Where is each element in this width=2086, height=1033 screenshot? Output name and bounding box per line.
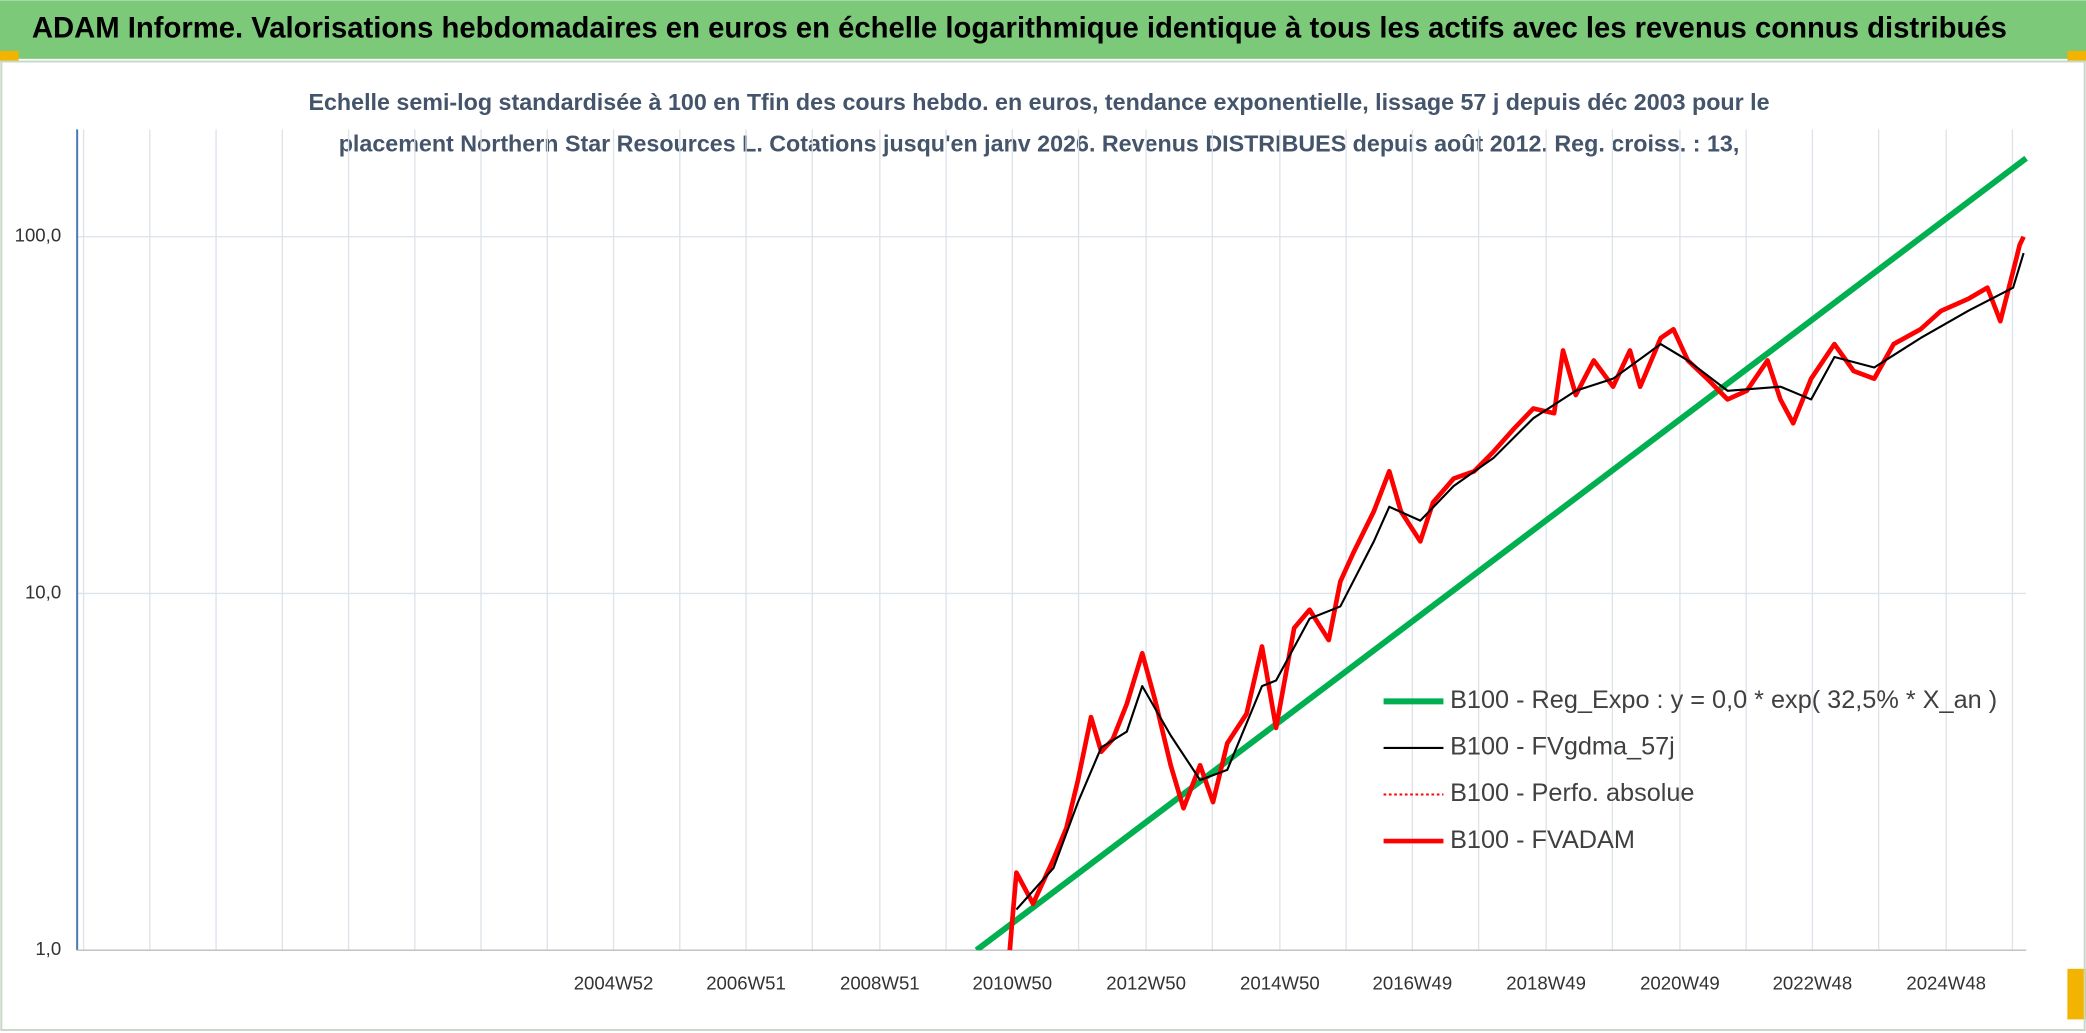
legend-label: B100 - Reg_Expo : y = 0,0 * exp( 32,5% *… [1450, 686, 1997, 714]
series-line [1007, 235, 2026, 951]
y-tick-label: 100,0 [15, 225, 62, 246]
frame [0, 60, 2086, 1032]
x-tick-label: 2008W51 [840, 973, 920, 994]
chart-subtitle: Echelle semi-log standardisée à 100 en T… [308, 89, 1769, 115]
x-tick-label: 2016W49 [1373, 973, 1453, 994]
legend-label: B100 - FVgdma_57j [1450, 733, 1675, 761]
plot [974, 155, 2028, 951]
legend-label: B100 - FVADAM [1450, 826, 1635, 854]
chart-subtitle: placement Northern Star Resources L. Cot… [339, 130, 1740, 156]
corner [2067, 968, 2086, 1020]
series-line [974, 155, 2028, 951]
y-tick-label: 10,0 [25, 581, 61, 602]
x-tick-label: 2006W51 [706, 973, 786, 994]
x-tick-label: 2010W50 [972, 973, 1052, 994]
legend-label: B100 - Perfo. absolue [1450, 779, 1694, 807]
x-tick-label: 2022W48 [1773, 973, 1853, 994]
x-tick-label: 2004W52 [574, 973, 654, 994]
header-bar [0, 0, 2086, 59]
x-tick-label: 2012W50 [1106, 973, 1186, 994]
y-tick-label: 1,0 [35, 938, 61, 959]
corner [0, 50, 19, 62]
x-tick-label: 2018W49 [1506, 973, 1586, 994]
series-line [1015, 252, 2025, 911]
grid: 1,0 10,0 100,0 2004W52 2006W51 2008W51 2010W50… [15, 129, 2027, 994]
corner [2067, 50, 2086, 62]
x-tick-label: 2020W49 [1640, 973, 1720, 994]
x-tick-label: 2014W50 [1240, 973, 1320, 994]
x-tick-label: 2024W48 [1906, 973, 1986, 994]
chart-title: ADAM Informe. Valorisations hebdomadaire… [32, 12, 2007, 44]
legend: B100 - Reg_Expo : y = 0,0 * exp( 32,5% *… [1383, 686, 1997, 854]
